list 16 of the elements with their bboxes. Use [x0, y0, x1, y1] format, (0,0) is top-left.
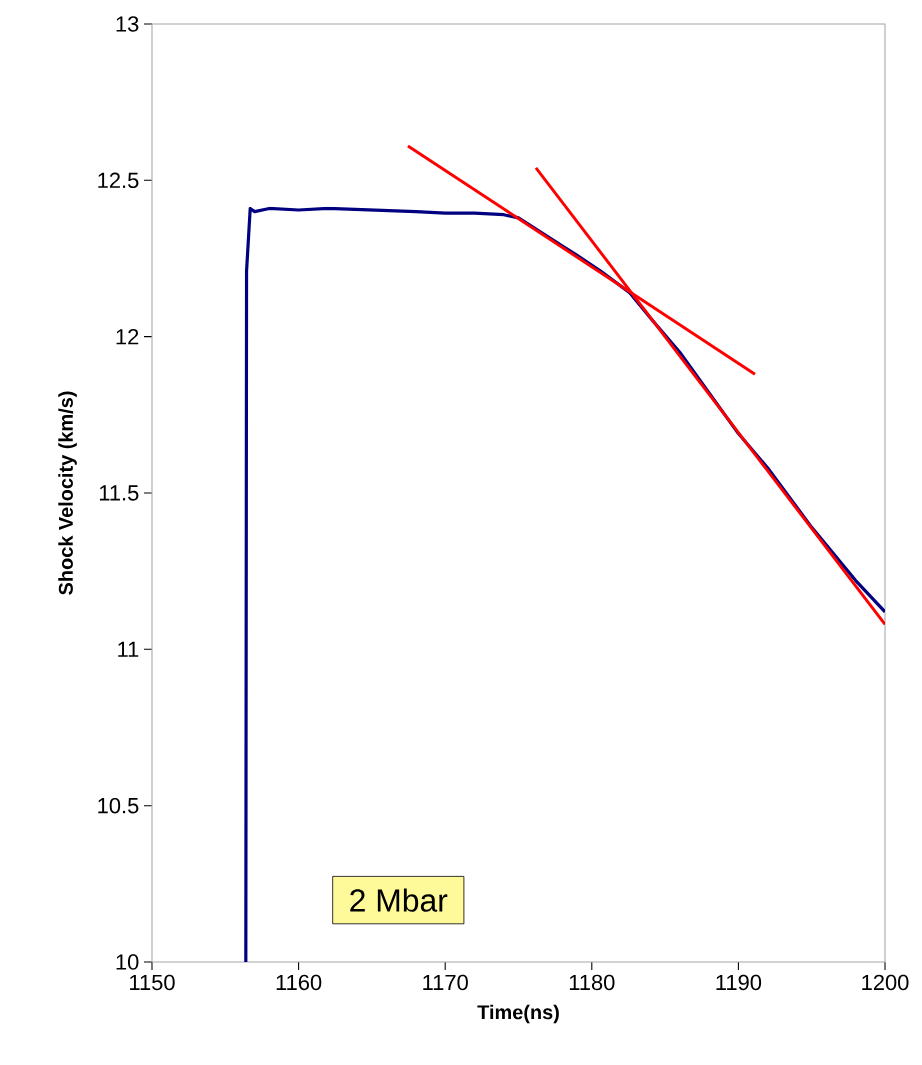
y-tick-label: 13 [116, 16, 139, 32]
y-tick-label: 12.5 [98, 172, 139, 189]
y-tick-label: 10.5 [98, 797, 139, 814]
x-tick-label: 1170 [423, 974, 468, 991]
y-tick-label: 11 [118, 641, 139, 657]
x-tick-label: 1160 [276, 974, 322, 991]
y-tick-label: 10 [116, 954, 139, 970]
y-axis-title: Shock Velocity (km/s) [58, 391, 77, 595]
x-axis-title: Time(ns) [477, 1004, 559, 1024]
x-tick-label: 1180 [569, 974, 615, 991]
x-tick-label: 1200 [862, 974, 909, 991]
y-tick-label: 11.5 [99, 485, 139, 501]
annotation: 2 Mbar [350, 888, 448, 912]
x-tick-label: 1150 [130, 974, 175, 991]
x-tick-label: 1190 [716, 974, 762, 991]
y-tick-label: 12 [116, 328, 139, 345]
